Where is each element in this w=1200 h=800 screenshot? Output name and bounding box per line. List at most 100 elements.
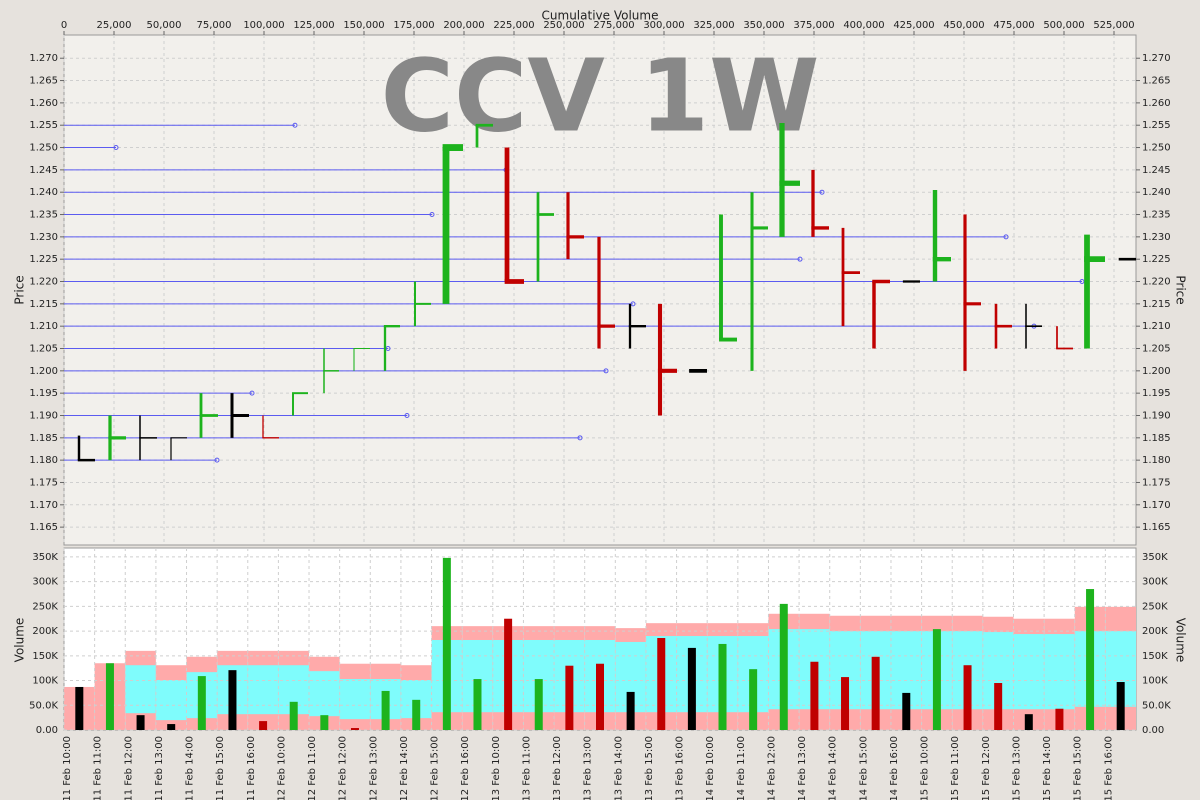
x-tick-label: 475,000 xyxy=(993,20,1034,31)
x-tick-label: 11 Feb 10:00 xyxy=(62,736,73,800)
volume-bar xyxy=(1086,589,1095,730)
level-end xyxy=(249,390,255,396)
volume-band-core xyxy=(247,665,279,715)
y-tick-label-right: 1.200 xyxy=(1142,366,1171,377)
y-tick-label-right: 0.00 xyxy=(1142,725,1164,736)
x-tick-label: 13 Feb 16:00 xyxy=(675,736,686,800)
volume-bar xyxy=(932,629,941,730)
y-tick-label: 200K xyxy=(32,626,58,637)
level-end xyxy=(603,368,609,374)
y-tick-label: 150K xyxy=(32,651,58,662)
x-tick-label: 100,000 xyxy=(243,20,284,31)
x-tick-label: 325,000 xyxy=(693,20,734,31)
y-tick-label: 1.210 xyxy=(29,321,58,332)
level-end xyxy=(797,256,803,262)
x-tick-label: 300,000 xyxy=(643,20,684,31)
volume-bar xyxy=(320,715,329,730)
volume-axis-title-right: Volume xyxy=(1174,618,1188,663)
x-tick-label: 225,000 xyxy=(493,20,534,31)
x-tick-label: 11 Feb 11:00 xyxy=(93,736,104,800)
y-tick-label: 1.175 xyxy=(29,477,58,488)
level-end xyxy=(214,457,220,463)
level-end xyxy=(1003,234,1009,240)
y-tick-label-right: 1.180 xyxy=(1142,455,1171,466)
volume-band-core xyxy=(125,665,156,714)
y-tick-label-right: 1.240 xyxy=(1142,187,1171,198)
y-tick-label-right: 350K xyxy=(1142,552,1168,563)
level-end xyxy=(819,189,825,195)
level-end xyxy=(292,122,298,128)
y-tick-label-right: 1.205 xyxy=(1142,344,1171,355)
y-tick-label: 1.165 xyxy=(29,522,58,533)
x-tick-label: 450,000 xyxy=(943,20,984,31)
x-tick-label: 13 Feb 11:00 xyxy=(521,736,532,800)
y-tick-label-right: 1.210 xyxy=(1142,321,1171,332)
y-tick-label-right: 1.220 xyxy=(1142,277,1171,288)
y-tick-label-right: 1.245 xyxy=(1142,165,1171,176)
y-tick-label-right: 50.0K xyxy=(1142,700,1171,711)
x-tick-label: 15 Feb 12:00 xyxy=(981,736,992,800)
volume-bar xyxy=(412,699,421,730)
y-tick-label-right: 1.195 xyxy=(1142,388,1171,399)
y-tick-label: 350K xyxy=(32,552,58,563)
y-tick-label-right: 1.230 xyxy=(1142,232,1171,243)
y-tick-label-right: 1.265 xyxy=(1142,76,1171,87)
x-tick-label: 350,000 xyxy=(743,20,784,31)
x-tick-label: 15 Feb 13:00 xyxy=(1011,736,1022,800)
volume-bar xyxy=(136,715,145,730)
x-tick-label: 14 Feb 16:00 xyxy=(889,736,900,800)
volume-bar xyxy=(749,669,758,730)
y-tick-label: 1.265 xyxy=(29,76,58,87)
x-tick-label: 14 Feb 15:00 xyxy=(858,736,869,800)
x-tick-label: 12 Feb 11:00 xyxy=(307,736,318,800)
y-tick-label: 250K xyxy=(32,601,58,612)
y-tick-label-right: 1.250 xyxy=(1142,143,1171,154)
volume-bar xyxy=(534,679,543,730)
y-tick-label: 1.170 xyxy=(29,500,58,511)
volume-axis-title: Volume xyxy=(13,618,27,663)
volume-bar xyxy=(442,557,451,730)
level-end xyxy=(404,412,410,418)
y-tick-label: 1.270 xyxy=(29,53,58,64)
level-end xyxy=(429,212,435,218)
y-tick-label-right: 1.170 xyxy=(1142,500,1171,511)
x-tick-label: 200,000 xyxy=(443,20,484,31)
y-tick-label: 1.200 xyxy=(29,366,58,377)
x-tick-label: 14 Feb 11:00 xyxy=(736,736,747,800)
volume-bar xyxy=(657,638,666,730)
x-tick-label: 12 Feb 13:00 xyxy=(368,736,379,800)
y-tick-label: 1.220 xyxy=(29,277,58,288)
x-tick-label: 12 Feb 12:00 xyxy=(338,736,349,800)
volume-bar xyxy=(687,647,696,730)
y-tick-label: 50.0K xyxy=(29,700,58,711)
x-tick-label: 12 Feb 10:00 xyxy=(276,736,287,800)
x-tick-label: 11 Feb 12:00 xyxy=(123,736,134,800)
volume-bar xyxy=(381,690,390,730)
x-tick-label: 11 Feb 16:00 xyxy=(246,736,257,800)
volume-bar xyxy=(1055,708,1064,730)
y-tick-label-right: 300K xyxy=(1142,577,1168,588)
y-tick-label-right: 1.225 xyxy=(1142,254,1171,265)
y-tick-label: 1.215 xyxy=(29,299,58,310)
y-tick-label: 1.240 xyxy=(29,187,58,198)
x-axis-title: Cumulative Volume xyxy=(542,9,659,23)
volume-bar xyxy=(473,679,482,730)
volume-bar xyxy=(994,683,1003,730)
x-tick-label: 12 Feb 14:00 xyxy=(399,736,410,800)
x-tick-label: 75,000 xyxy=(197,20,232,31)
y-tick-label-right: 1.270 xyxy=(1142,53,1171,64)
y-axis-title-right: Price xyxy=(1174,275,1188,304)
y-tick-label-right: 100K xyxy=(1142,676,1168,687)
volume-band-core xyxy=(339,679,371,720)
x-tick-label: 15 Feb 11:00 xyxy=(950,736,961,800)
y-tick-label: 1.255 xyxy=(29,120,58,131)
y-tick-label-right: 1.260 xyxy=(1142,98,1171,109)
volume-band-core xyxy=(155,680,187,721)
x-tick-label: 125,000 xyxy=(293,20,334,31)
x-tick-label: 250,000 xyxy=(543,20,584,31)
level-end xyxy=(113,145,119,151)
y-tick-label: 100K xyxy=(32,676,58,687)
x-tick-label: 11 Feb 14:00 xyxy=(185,736,196,800)
watermark: CCV 1W xyxy=(381,37,820,154)
